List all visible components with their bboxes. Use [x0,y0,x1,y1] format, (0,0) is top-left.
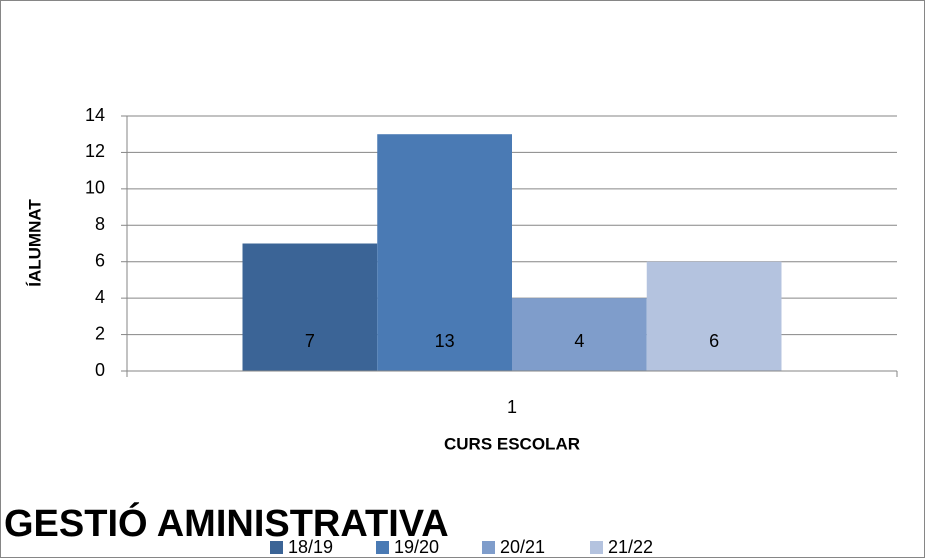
legend-swatch [270,541,283,554]
data-label: 4 [574,331,584,351]
legend-label: 18/19 [288,537,333,557]
y-tick-label: 8 [95,214,105,234]
y-tick-label: 10 [85,178,105,198]
y-tick-label: 0 [95,360,105,380]
bar [646,261,782,371]
y-tick-label: 12 [85,141,105,161]
bar [377,134,512,371]
data-label: 7 [305,331,315,351]
x-axis-title: CURS ESCOLAR [444,434,580,453]
data-label: 13 [435,331,455,351]
y-axis-title: ÍALUMNAT [25,199,44,287]
legend-swatch [482,541,495,554]
y-tick-label: 14 [85,105,105,125]
legend-label: 19/20 [394,537,439,557]
y-tick-label: 4 [95,287,105,307]
chart-title: GESTIÓ AMINISTRATIVA [4,501,449,545]
bar [512,298,647,371]
x-tick-label: 1 [507,397,517,417]
data-label: 6 [709,331,719,351]
legend-swatch [376,541,389,554]
legend-label: 20/21 [500,537,545,557]
y-tick-label: 6 [95,250,105,270]
bar [242,243,378,371]
legend-label: 21/22 [608,537,653,557]
legend-swatch [590,541,603,554]
y-tick-label: 2 [95,323,105,343]
